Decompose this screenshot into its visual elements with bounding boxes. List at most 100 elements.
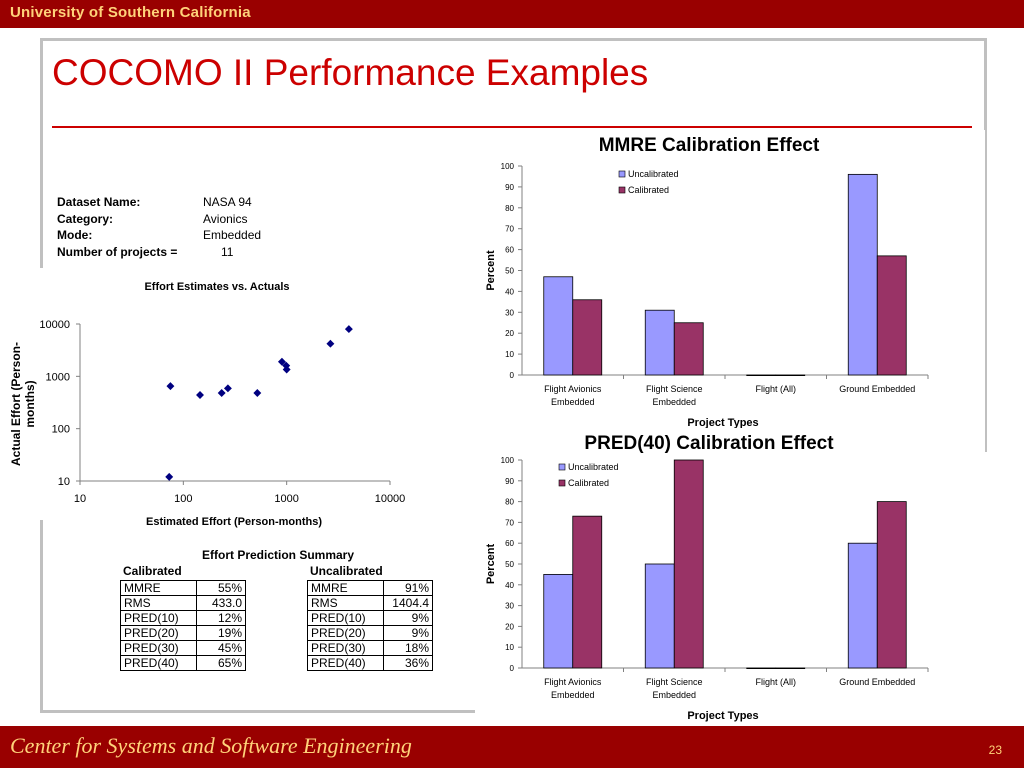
mmre-bar-chart: MMRE Calibration Effect 0 10 20 30 40 50 60 70 80… <box>485 135 929 429</box>
y-axis-title-line: months) <box>23 380 37 427</box>
category-label: Flight Avionics <box>544 677 602 687</box>
y-axis-title: Percent <box>485 250 497 291</box>
bar <box>572 515 603 669</box>
title-underline <box>52 126 972 128</box>
category-label: Embedded <box>551 397 595 407</box>
y-tick-label: 100 <box>52 424 70 436</box>
footer-center-name: Center for Systems and Software Engineer… <box>10 733 412 758</box>
y-tick-label: 50 <box>505 560 514 569</box>
y-tick-label: 60 <box>505 539 514 548</box>
legend-label: Calibrated <box>628 185 669 195</box>
y-tick-label: 0 <box>510 371 515 380</box>
bar <box>673 459 704 669</box>
metric-name: PRED(30) <box>307 640 384 656</box>
y-tick-label: 10 <box>505 643 514 652</box>
y-tick-label: 10000 <box>39 319 70 331</box>
table-row: PRED(30) 18% <box>307 640 433 656</box>
table-row: PRED(20) 19% <box>120 625 246 641</box>
metric-value: 36% <box>383 655 433 671</box>
frame-bottom-line <box>40 710 480 713</box>
x-axis-title: Project Types <box>687 417 758 429</box>
bar <box>644 309 675 376</box>
y-tick-label: 80 <box>505 498 514 507</box>
category-label: Embedded <box>652 690 696 700</box>
bar-chart-title: PRED(40) Calibration Effect <box>584 433 834 454</box>
x-axis-title: Project Types <box>687 710 758 722</box>
y-axis-title: Percent <box>485 543 497 584</box>
metric-name: PRED(40) <box>120 655 197 671</box>
bar <box>775 374 806 377</box>
bar <box>876 501 907 669</box>
metric-value: 12% <box>196 610 246 626</box>
category-label: Ground Embedded <box>839 384 915 394</box>
y-tick-label: 100 <box>501 456 515 465</box>
dataset-value: Avionics <box>203 211 248 226</box>
frame-right-line <box>984 38 987 452</box>
y-tick-label: 0 <box>510 664 515 673</box>
scatter-chart: Effort Estimates vs. Actuals 10 100 1000 100… <box>9 281 406 528</box>
frame-top-line <box>40 38 986 41</box>
y-tick-label: 100 <box>501 162 515 171</box>
metric-name: PRED(20) <box>307 625 384 641</box>
bar <box>746 374 777 377</box>
data-point <box>223 384 232 393</box>
header-bar: University of Southern California <box>0 0 1024 28</box>
dataset-key: Mode: <box>57 228 93 242</box>
table-row: MMRE 91% <box>307 580 433 596</box>
data-point <box>282 365 291 374</box>
dataset-key: Number of projects = <box>57 244 178 259</box>
category-label: Flight Science <box>646 384 703 394</box>
pred40-chart-panel: PRED(40) Calibration Effect 0 10 20 30 40 50 60… <box>475 428 985 724</box>
x-tick-label: 10000 <box>375 493 406 505</box>
metric-value: 1404.4 <box>383 595 433 611</box>
dataset-row: Dataset Name: NASA 94 <box>57 194 261 211</box>
slide-title: COCOMO II Performance Examples <box>52 52 649 93</box>
metric-name: PRED(10) <box>120 610 197 626</box>
dataset-info: Dataset Name: NASA 94 Category: Avionics… <box>57 194 261 260</box>
category-label: Embedded <box>652 397 696 407</box>
dataset-key: Category: <box>57 211 114 226</box>
uncalibrated-table: MMRE 91% RMS 1404.4 PRED(10) 9% PRED(20) 9% PRED… <box>307 580 433 671</box>
dataset-key: Dataset Name: <box>57 195 141 209</box>
category-label: Flight Science <box>646 677 703 687</box>
dataset-value: Embedded <box>203 228 262 242</box>
legend-swatch <box>618 170 626 178</box>
page-number: 23 <box>988 743 1002 757</box>
table-row: MMRE 55% <box>120 580 246 596</box>
dataset-row: Mode: Embedded <box>57 227 261 244</box>
y-tick-label: 90 <box>505 477 514 486</box>
dataset-row: Number of projects = 11 <box>57 244 261 261</box>
table-row: RMS 433.0 <box>120 595 246 611</box>
y-tick-label: 10 <box>505 350 514 359</box>
legend-swatch <box>558 479 566 487</box>
x-tick-label: 100 <box>174 493 192 505</box>
calibrated-table: MMRE 55% RMS 433.0 PRED(10) 12% PRED(20) 19% PRE… <box>120 580 246 671</box>
mmre-chart-panel: MMRE Calibration Effect 0 10 20 30 40 50 60 70 80… <box>475 130 985 442</box>
y-tick-label: 1000 <box>46 371 70 383</box>
metric-value: 19% <box>196 625 246 641</box>
metric-name: RMS <box>307 595 384 611</box>
footer-bar: Center for Systems and Software Engineer… <box>0 726 1024 768</box>
metric-name: PRED(20) <box>120 625 197 641</box>
dataset-value: 11 <box>221 244 234 259</box>
bar <box>876 255 907 376</box>
y-tick-label: 50 <box>505 267 514 276</box>
data-point <box>166 382 175 391</box>
metric-name: PRED(30) <box>120 640 197 656</box>
calibrated-heading: Calibrated <box>123 564 182 578</box>
legend-label: Uncalibrated <box>628 169 679 179</box>
y-tick-label: 90 <box>505 183 514 192</box>
x-tick-label: 10 <box>74 493 86 505</box>
bar-chart-title: MMRE Calibration Effect <box>599 135 820 156</box>
category-label: Embedded <box>551 690 595 700</box>
category-label: Flight (All) <box>755 384 796 394</box>
data-point <box>165 472 174 481</box>
uncalibrated-heading: Uncalibrated <box>310 564 383 578</box>
metric-value: 65% <box>196 655 246 671</box>
y-tick-label: 30 <box>505 308 514 317</box>
bar <box>572 299 603 376</box>
dataset-row: Category: Avionics <box>57 211 261 228</box>
scatter-title: Effort Estimates vs. Actuals <box>144 281 289 293</box>
frame-left-line-lower <box>40 520 43 712</box>
y-tick-label: 70 <box>505 225 514 234</box>
